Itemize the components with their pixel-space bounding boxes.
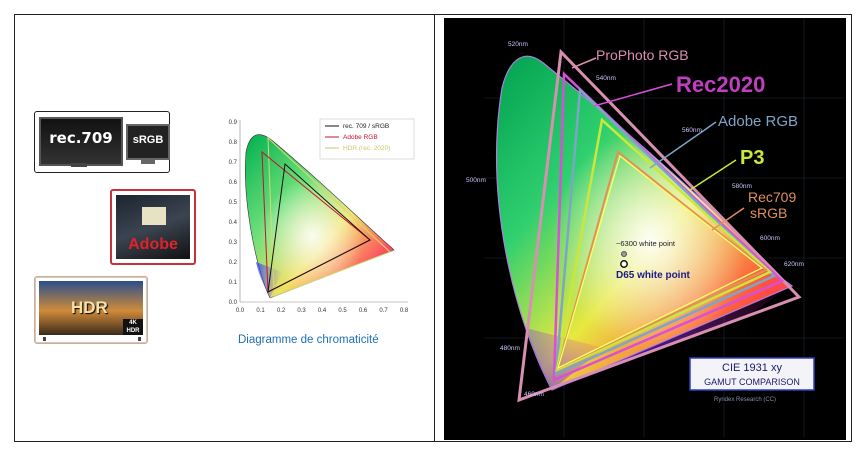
panel-divider [434, 14, 435, 442]
p3-label: P3 [740, 147, 764, 169]
hdr-label: HDR [71, 298, 108, 317]
adobe-device-image: Adobe [110, 189, 196, 265]
y-tick-label: 0.1 [229, 280, 238, 286]
hdr-tv-image: HDR 4K HDR [34, 276, 148, 344]
legend-label: Adobe RGB [343, 134, 378, 141]
monitor-screen: sRGB [126, 124, 170, 160]
credit-label: Ryndex Research (CC) [714, 397, 776, 403]
svg-text:560nm: 560nm [682, 127, 702, 134]
rec709-label: Rec709 [748, 189, 796, 205]
chart-caption: Diagramme de chromaticité [238, 334, 379, 346]
y-tick-label: 0.0 [229, 300, 238, 306]
rec709-devices-image: rec.709 sRGB [34, 111, 170, 173]
chromaticity-chart: 0.0 0.1 0.2 0.3 0.4 0.5 0.6 0.7 0.8 0.0 0.1 0.2 0.3… [229, 118, 415, 314]
adobe-screen: Adobe [116, 195, 190, 259]
srgb-label: sRGB [750, 205, 787, 221]
rec709-label: rec.709 [49, 129, 113, 147]
svg-text:520nm: 520nm [508, 41, 528, 48]
y-tick-label: 0.7 [229, 160, 238, 166]
y-tick-label: 0.9 [229, 120, 238, 126]
tv-screen: rec.709 [39, 117, 123, 166]
x-tick-label: 0.0 [236, 308, 245, 314]
right-panel: ProPhoto RGB Rec2020 Adobe RGB P3 Rec709… [444, 18, 846, 440]
wavelength-labels: 520nm 540nm 560nm 580nm 500nm 600nm 620n… [466, 41, 804, 398]
legend-label: HDR (rec. 2020) [343, 145, 390, 152]
y-tick-labels: 0.0 0.1 0.2 0.3 0.4 0.5 0.6 0.7 0.8 0.9 [229, 120, 238, 306]
x-tick-label: 0.1 [256, 308, 265, 314]
y-tick-label: 0.6 [229, 180, 238, 186]
hdr-badge: 4K HDR [123, 319, 143, 335]
x-tick-label: 0.5 [338, 308, 347, 314]
svg-text:480nm: 480nm [500, 345, 520, 352]
svg-text:500nm: 500nm [466, 177, 486, 184]
rec709-triangle [267, 162, 371, 293]
alt-white-point-marker [621, 251, 627, 257]
y-tick-label: 0.5 [229, 200, 238, 206]
svg-text:460nm: 460nm [524, 391, 544, 398]
y-tick-label: 0.8 [229, 140, 238, 146]
x-tick-label: 0.4 [318, 308, 327, 314]
hdr-screen: HDR 4K HDR [39, 281, 143, 335]
rec709-triangle [556, 150, 768, 370]
title-box [689, 357, 815, 391]
alt-white-point-label: ~6300 white point [616, 239, 676, 248]
svg-text:600nm: 600nm [760, 235, 780, 242]
svg-text:540nm: 540nm [596, 75, 616, 82]
d65-white-point-label: D65 white point [616, 270, 691, 281]
adobe-label: Adobe [128, 236, 178, 253]
d65-white-point-marker [620, 260, 628, 268]
srgb-label: sRGB [132, 134, 164, 146]
adobe-rgb-triangle [554, 87, 777, 377]
p3-triangle [555, 117, 773, 373]
svg-text:580nm: 580nm [732, 183, 752, 190]
adobe-rgb-label: Adobe RGB [718, 113, 798, 130]
y-tick-label: 0.4 [229, 220, 238, 226]
x-tick-label: 0.3 [297, 308, 306, 314]
x-tick-label: 0.6 [359, 308, 368, 314]
y-tick-label: 0.2 [229, 260, 238, 266]
legend-entries: rec. 709 / sRGB Adobe RGB HDR (rec. 2020) [325, 123, 390, 152]
hdr-rec2020-triangle [267, 136, 391, 297]
x-tick-label: 0.2 [277, 308, 286, 314]
x-tick-label: 0.7 [379, 308, 388, 314]
x-tick-label: 0.8 [400, 308, 409, 314]
legend-label: rec. 709 / sRGB [343, 123, 389, 130]
prophoto-triangle [517, 48, 802, 403]
y-tick-label: 0.3 [229, 240, 238, 246]
x-tick-labels: 0.0 0.1 0.2 0.3 0.4 0.5 0.6 0.7 0.8 [236, 308, 409, 314]
prophoto-label: ProPhoto RGB [596, 47, 689, 63]
title-line1: CIE 1931 xy [722, 362, 782, 374]
outer-frame [14, 14, 852, 442]
svg-text:620nm: 620nm [784, 261, 804, 268]
title-line2: GAMUT COMPARISON [704, 377, 800, 387]
gamut-comparison-diagram: ProPhoto RGB Rec2020 Adobe RGB P3 Rec709… [466, 18, 844, 438]
rec2020-label: Rec2020 [676, 72, 765, 97]
